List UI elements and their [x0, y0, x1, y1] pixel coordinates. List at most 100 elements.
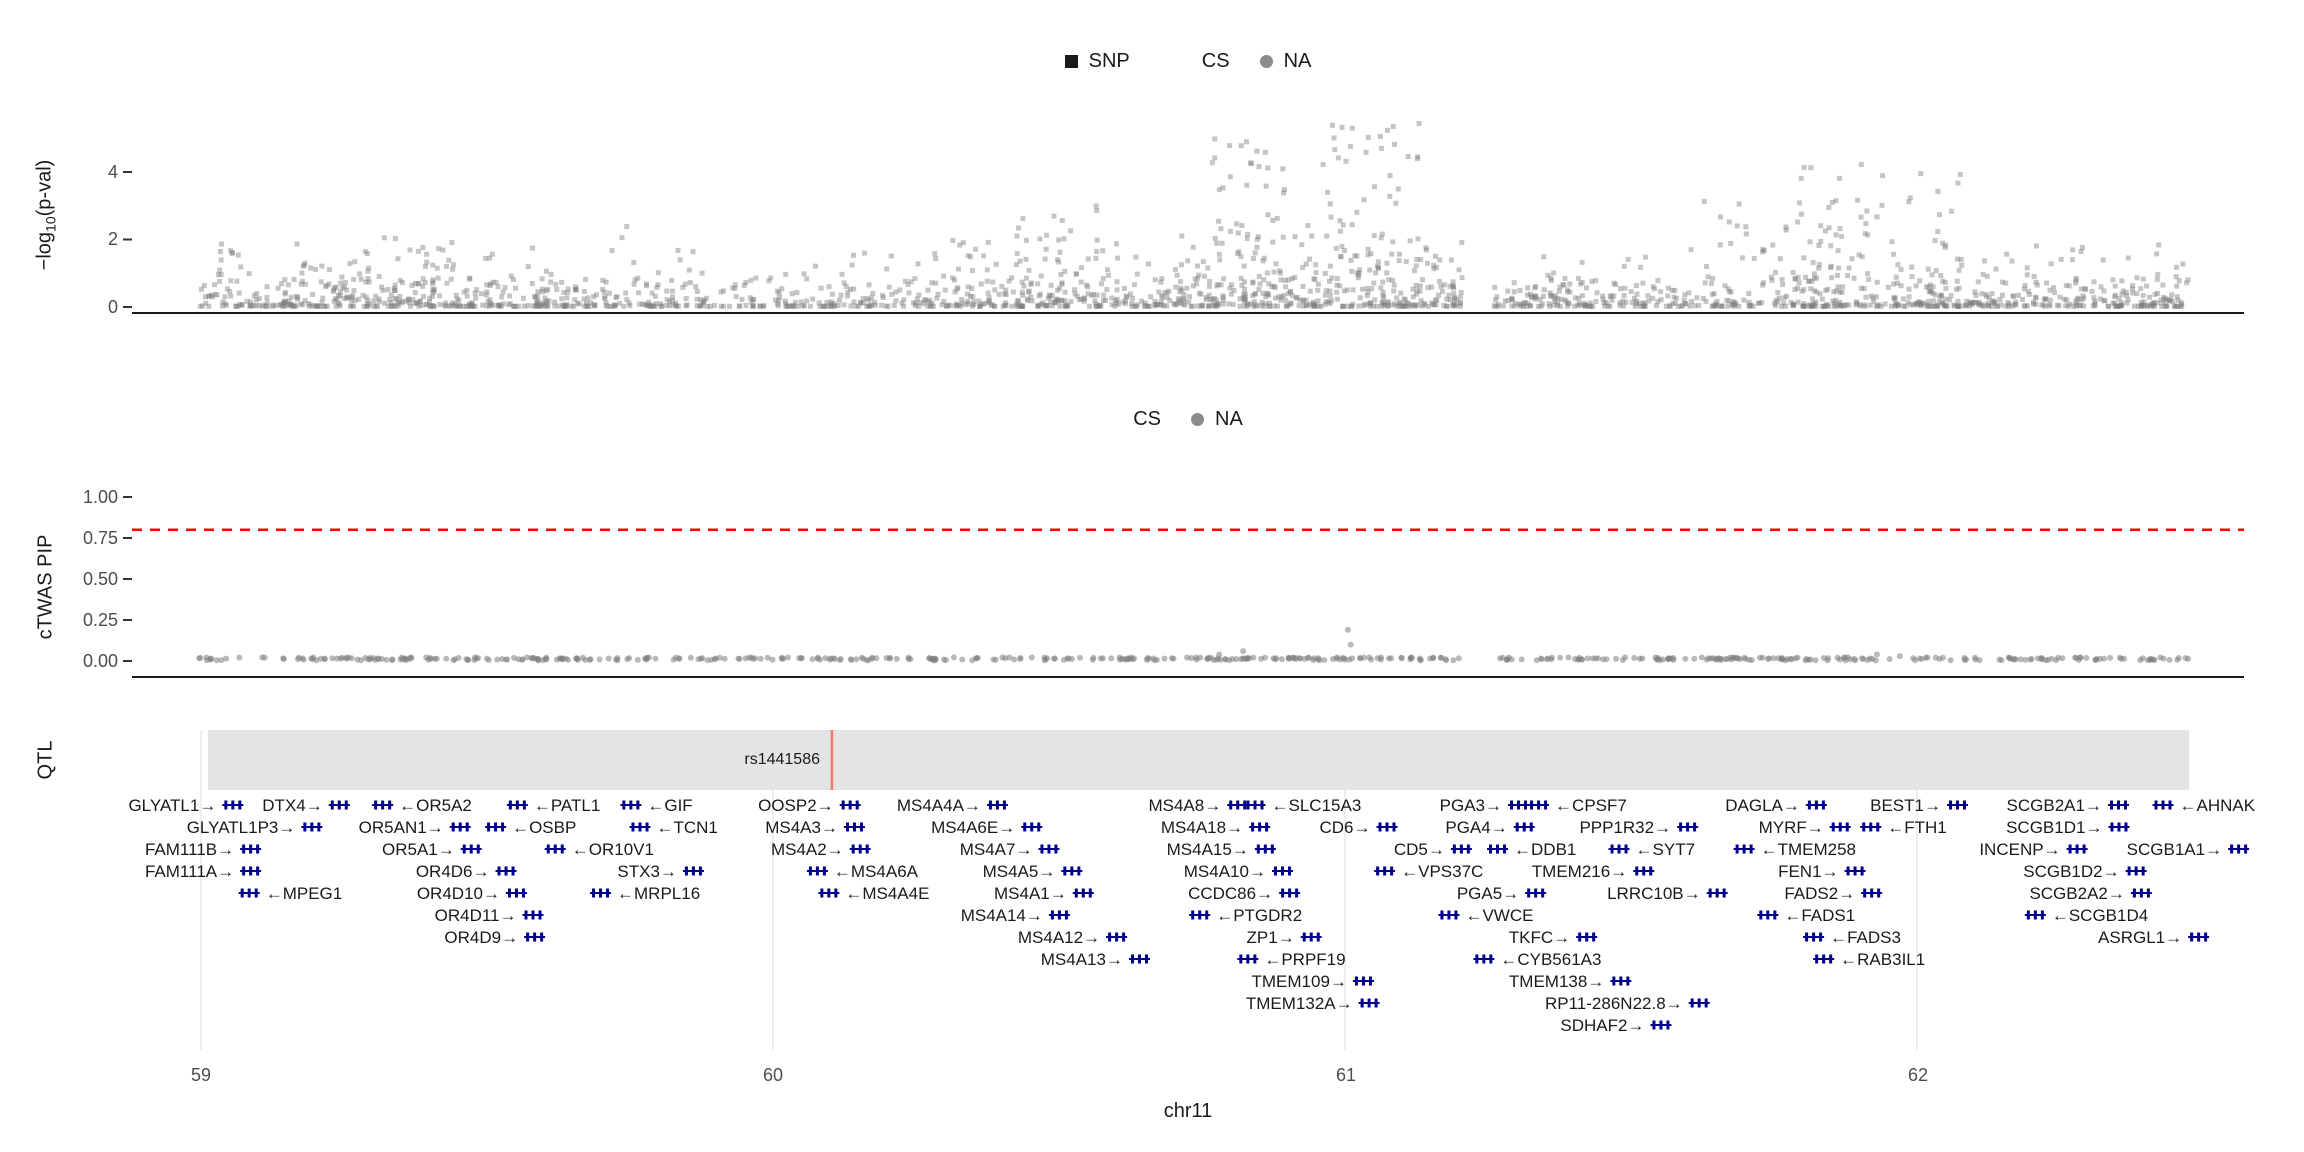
snp-point: [631, 260, 637, 266]
snp-point: [869, 302, 875, 308]
snp-point: [1219, 240, 1225, 246]
snp-point: [333, 303, 339, 309]
snp-point: [1081, 298, 1087, 304]
snp-point: [1177, 297, 1183, 303]
snp-point: [2125, 255, 2131, 261]
pip-point: [2077, 654, 2084, 661]
pip-point: [746, 654, 753, 661]
snp-point: [1792, 286, 1798, 292]
snp-point: [1741, 297, 1747, 303]
snp-point: [1940, 278, 1946, 284]
snp-point: [1900, 296, 1906, 302]
gene-label: ←DDB1: [1514, 840, 1576, 859]
snp-point: [1579, 293, 1585, 299]
snp-point: [397, 294, 403, 300]
snp-point: [1371, 280, 1377, 286]
snp-point: [866, 303, 872, 309]
pip-point: [582, 657, 589, 664]
snp-point: [424, 259, 430, 265]
snp-point: [1936, 212, 1942, 218]
snp-point: [832, 303, 838, 309]
snp-point: [1014, 233, 1020, 239]
snp-point: [1036, 303, 1042, 309]
snp-point: [427, 303, 433, 309]
snp-point: [1896, 302, 1902, 308]
snp-point: [946, 302, 952, 308]
snp-point: [363, 279, 369, 285]
snp-point: [1550, 294, 1556, 300]
snp-point: [1278, 277, 1284, 283]
gene-exon: [1537, 800, 1541, 810]
pip-point: [1841, 654, 1848, 661]
gene-exon: [1246, 800, 1250, 810]
gene-exon: [224, 800, 228, 810]
gene-exon: [1642, 866, 1646, 876]
gene-exon: [1773, 910, 1777, 920]
snp-point: [2130, 283, 2136, 289]
snp-point: [613, 294, 619, 300]
snp-point: [1234, 221, 1240, 227]
snp-point: [543, 288, 549, 294]
snp-point: [460, 303, 466, 309]
snp-point: [2123, 292, 2129, 298]
snp-point: [1808, 165, 1814, 171]
snp-point: [1795, 299, 1801, 305]
snp-point: [1709, 303, 1715, 309]
snp-point: [487, 255, 493, 261]
pip-point: [1584, 655, 1591, 662]
gene-exon: [2109, 800, 2113, 810]
manhattan-legend: SNP CS NA: [132, 50, 2244, 73]
snp-point: [1129, 303, 1135, 309]
snp-point: [1045, 303, 1051, 309]
snp-point: [1724, 297, 1730, 303]
snp-point: [1181, 297, 1187, 303]
snp-point: [1269, 283, 1275, 289]
gene-exon: [1749, 844, 1753, 854]
snp-point: [697, 303, 703, 309]
snp-point: [543, 268, 549, 274]
snp-point: [604, 303, 610, 309]
snp-point: [893, 289, 899, 295]
snp-point: [1891, 281, 1897, 287]
snp-point: [1248, 301, 1254, 307]
snp-point: [498, 303, 504, 309]
snp-point: [871, 299, 877, 305]
gene-exon: [1376, 866, 1380, 876]
gene-exon: [1368, 976, 1372, 986]
snp-point: [1910, 302, 1916, 308]
snp-point: [1249, 161, 1255, 167]
gene-label: FAM111A→: [145, 862, 234, 881]
snp-point: [1213, 302, 1219, 308]
snp-point: [1640, 301, 1646, 307]
manhattan-ytick-2: 2: [107, 229, 118, 249]
snp-point: [472, 303, 478, 309]
snp-point: [1454, 297, 1460, 303]
snp-point: [865, 303, 871, 309]
snp-point: [1104, 287, 1110, 293]
snp-point: [697, 303, 703, 309]
snp-point: [484, 303, 490, 309]
snp-point: [1227, 228, 1233, 234]
snp-point: [2116, 303, 2122, 309]
snp-point: [977, 303, 983, 309]
snp-point: [1164, 294, 1170, 300]
snp-point: [1643, 254, 1649, 260]
snp-point: [1054, 296, 1060, 302]
snp-point: [1888, 303, 1894, 309]
snp-point: [791, 303, 797, 309]
snp-point: [1244, 303, 1250, 309]
snp-point: [1934, 303, 1940, 309]
snp-point: [387, 297, 393, 303]
snp-point: [2162, 296, 2168, 302]
snp-point: [282, 299, 288, 305]
snp-point: [293, 293, 299, 299]
gene-exon: [2117, 822, 2121, 832]
snp-point: [1399, 303, 1405, 309]
snp-point: [1552, 299, 1558, 305]
gene-exon: [645, 822, 649, 832]
snp-point: [1607, 303, 1613, 309]
snp-point: [1026, 288, 1032, 294]
snp-point: [1557, 284, 1563, 290]
snp-point: [1280, 234, 1286, 240]
snp-point: [1279, 294, 1285, 300]
